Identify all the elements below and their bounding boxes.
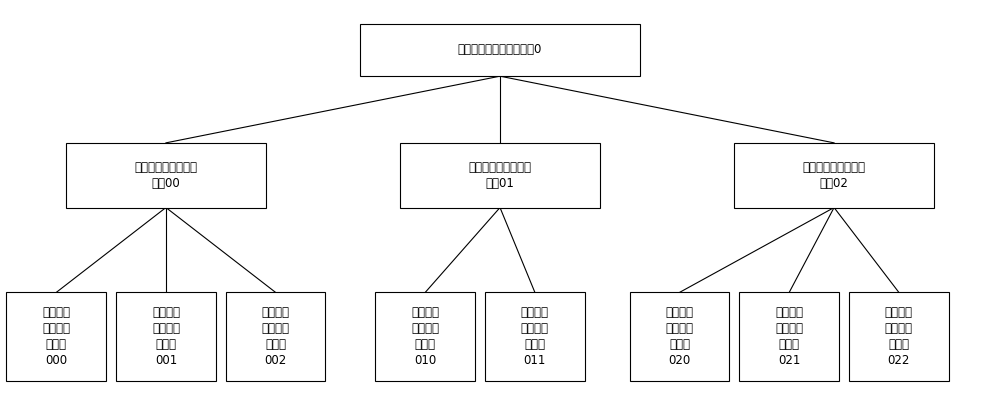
Text: 第二层级区块链网络
节点01: 第二层级区块链网络 节点01 — [468, 161, 532, 190]
Text: 第三层级
区块链网
络节点
000: 第三层级 区块链网 络节点 000 — [42, 306, 70, 368]
FancyBboxPatch shape — [734, 143, 934, 208]
FancyBboxPatch shape — [226, 292, 325, 381]
Text: 第三层级
区块链网
络节点
021: 第三层级 区块链网 络节点 021 — [775, 306, 803, 368]
FancyBboxPatch shape — [360, 24, 640, 76]
FancyBboxPatch shape — [849, 292, 949, 381]
FancyBboxPatch shape — [739, 292, 839, 381]
FancyBboxPatch shape — [375, 292, 475, 381]
FancyBboxPatch shape — [630, 292, 729, 381]
FancyBboxPatch shape — [485, 292, 585, 381]
FancyBboxPatch shape — [66, 143, 266, 208]
Text: 第一层级区块链网络节点0: 第一层级区块链网络节点0 — [458, 44, 542, 57]
Text: 第三层级
区块链网
络节点
011: 第三层级 区块链网 络节点 011 — [521, 306, 549, 368]
Text: 第三层级
区块链网
络节点
020: 第三层级 区块链网 络节点 020 — [666, 306, 694, 368]
Text: 第三层级
区块链网
络节点
010: 第三层级 区块链网 络节点 010 — [411, 306, 439, 368]
Text: 第三层级
区块链网
络节点
022: 第三层级 区块链网 络节点 022 — [885, 306, 913, 368]
Text: 第三层级
区块链网
络节点
001: 第三层级 区块链网 络节点 001 — [152, 306, 180, 368]
FancyBboxPatch shape — [6, 292, 106, 381]
Text: 第二层级区块链网络
节点00: 第二层级区块链网络 节点00 — [134, 161, 197, 190]
Text: 第三层级
区块链网
络节点
002: 第三层级 区块链网 络节点 002 — [262, 306, 290, 368]
FancyBboxPatch shape — [400, 143, 600, 208]
FancyBboxPatch shape — [116, 292, 216, 381]
Text: 第二层级区块链网络
节点02: 第二层级区块链网络 节点02 — [803, 161, 866, 190]
